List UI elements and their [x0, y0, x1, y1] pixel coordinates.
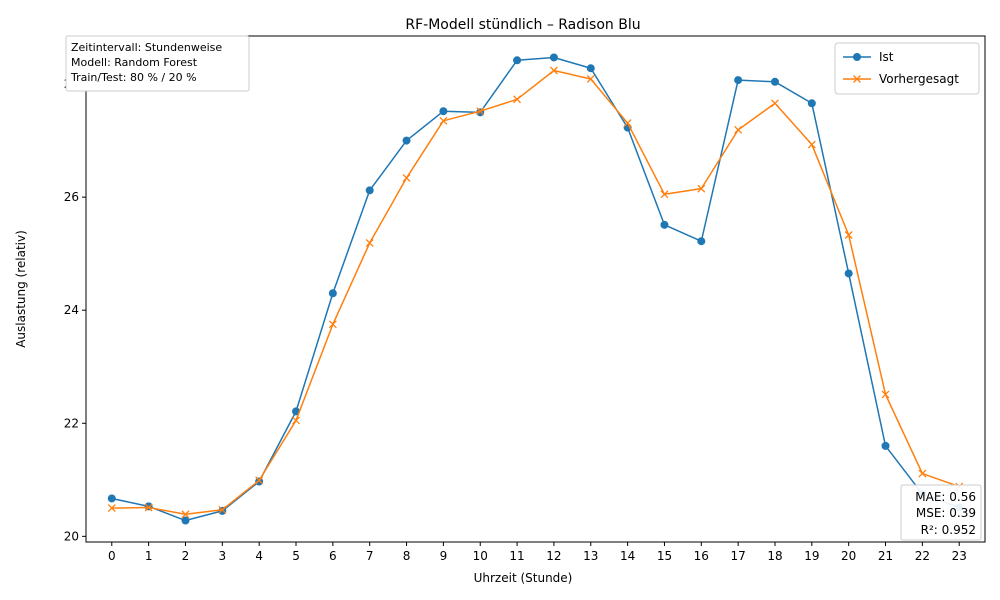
info-line: Train/Test: 80 % / 20 %	[70, 71, 197, 84]
info-line: Modell: Random Forest	[71, 56, 198, 69]
plot-area	[86, 36, 985, 542]
data-point-ist	[402, 136, 411, 145]
data-point-ist	[144, 502, 153, 511]
legend-label-ist: Ist	[879, 50, 894, 64]
x-tick-label: 21	[878, 549, 893, 563]
plot-frame	[85, 35, 986, 543]
data-point-ist	[770, 77, 779, 86]
x-tick-label: 13	[583, 549, 598, 563]
data-point-vorhergesagt	[402, 173, 411, 182]
x-tick-label: 8	[403, 549, 411, 563]
x-tick-label: 1	[145, 549, 153, 563]
legend-frame	[834, 42, 980, 95]
y-tick-label: 22	[64, 416, 79, 430]
data-point-ist	[807, 99, 816, 108]
x-axis-label: Uhrzeit (Stunde)	[474, 571, 573, 585]
info-box: Zeitintervall: Stundenweise Modell: Rand…	[65, 35, 250, 92]
x-tick-label: 4	[255, 549, 263, 563]
y-tick-label: 20	[64, 529, 79, 543]
series-line-ist	[111, 56, 960, 522]
data-point-ist	[549, 53, 558, 62]
data-point-ist	[586, 64, 595, 73]
x-tick-label: 0	[108, 549, 116, 563]
data-point-ist	[255, 477, 264, 486]
x-tick-label: 15	[657, 549, 672, 563]
data-point-vorhergesagt	[734, 125, 743, 134]
data-point-vorhergesagt	[513, 95, 522, 104]
data-point-ist	[181, 516, 190, 525]
x-tick-label: 14	[620, 549, 635, 563]
y-axis-label: Auslastung (relativ)	[14, 230, 28, 348]
metric-mse: MSE: 0.39	[916, 506, 976, 520]
chart-title: RF-Modell stündlich – Radison Blu	[405, 17, 640, 33]
data-point-vorhergesagt	[771, 99, 779, 108]
data-point-vorhergesagt	[181, 510, 190, 519]
legend-marker-ist	[853, 53, 861, 61]
legend: Ist Vorhergesagt	[834, 42, 980, 95]
y-tick-label: 26	[64, 190, 79, 204]
data-point-ist	[328, 289, 337, 298]
data-point-vorhergesagt	[807, 140, 816, 149]
data-point-ist	[660, 220, 669, 229]
metric-r2: R²: 0.952	[921, 523, 976, 537]
data-point-vorhergesagt	[107, 504, 116, 513]
info-line: Zeitintervall: Stundenweise	[71, 41, 222, 54]
x-tick-label: 9	[440, 549, 448, 563]
y-tick-label: 24	[64, 303, 79, 317]
data-point-vorhergesagt	[328, 320, 337, 329]
data-point-vorhergesagt	[844, 231, 853, 239]
x-tick-label: 11	[509, 549, 524, 563]
x-tick-label: 18	[767, 549, 782, 563]
info-box-frame	[65, 35, 250, 92]
data-point-vorhergesagt	[586, 75, 595, 83]
data-point-vorhergesagt	[476, 107, 485, 116]
data-point-vorhergesagt	[697, 184, 706, 193]
series-line-vorhergesagt	[111, 69, 960, 516]
x-tick-label: 17	[731, 549, 746, 563]
metric-mae: MAE: 0.56	[915, 490, 976, 504]
data-point-ist	[697, 237, 706, 246]
data-point-ist	[513, 56, 522, 65]
data-point-ist	[734, 76, 743, 85]
data-point-vorhergesagt	[918, 469, 927, 478]
data-point-vorhergesagt	[439, 116, 448, 125]
legend-marker-vorhergesagt	[853, 75, 861, 83]
data-point-vorhergesagt	[218, 505, 227, 514]
data-point-ist	[844, 269, 853, 278]
x-tick-label: 3	[219, 549, 227, 563]
x-tick-label: 5	[292, 549, 300, 563]
x-tick-label: 10	[473, 549, 488, 563]
data-point-ist	[439, 107, 448, 116]
x-tick-label: 22	[915, 549, 930, 563]
data-point-ist	[881, 441, 890, 450]
data-point-vorhergesagt	[881, 390, 890, 399]
data-point-ist	[107, 494, 116, 503]
x-tick-label: 20	[841, 549, 856, 563]
x-tick-label: 7	[366, 549, 374, 563]
x-tick-label: 19	[804, 549, 819, 563]
x-tick-label: 2	[182, 549, 190, 563]
x-tick-label: 12	[546, 549, 561, 563]
y-axis: 2022242628	[64, 77, 86, 543]
data-point-vorhergesagt	[144, 503, 153, 512]
data-point-vorhergesagt	[549, 66, 558, 75]
metrics-box: MAE: 0.56 MSE: 0.39 R²: 0.952	[900, 484, 982, 541]
data-point-vorhergesagt	[365, 238, 374, 247]
data-point-ist	[365, 186, 374, 195]
x-tick-label: 16	[694, 549, 709, 563]
data-point-vorhergesagt	[660, 190, 669, 199]
data-point-vorhergesagt	[255, 476, 264, 485]
data-point-vorhergesagt	[292, 416, 300, 425]
x-tick-label: 6	[329, 549, 337, 563]
legend-label-vorhergesagt: Vorhergesagt	[879, 72, 959, 86]
metrics-box-frame	[900, 484, 982, 541]
x-tick-label: 23	[952, 549, 967, 563]
x-axis: 0 1 2 3 4 5 6 7 8 9 10 11 12 13 14 15 16 17 18 19 20 21 22 23	[108, 542, 967, 563]
data-point-vorhergesagt	[623, 119, 632, 128]
